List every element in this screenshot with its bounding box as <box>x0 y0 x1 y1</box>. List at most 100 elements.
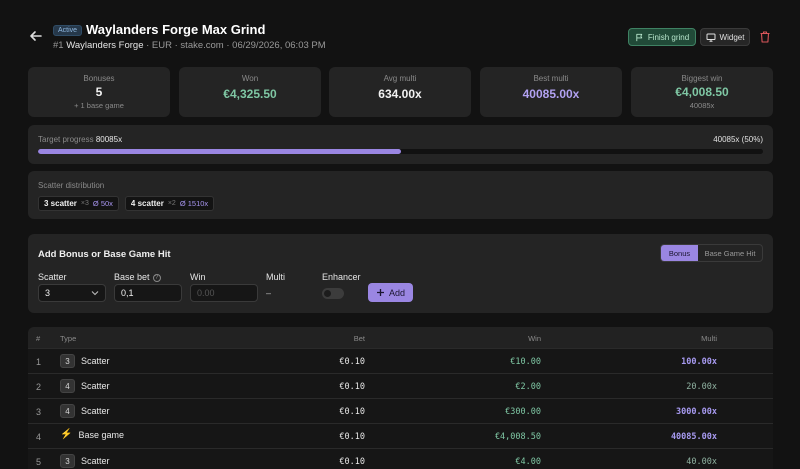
scatter-chip: 3 scatter ×3 Ø 50x <box>38 196 119 211</box>
stat-sub: + 1 base game <box>74 101 124 110</box>
widget-button[interactable]: Widget <box>700 28 750 46</box>
row-win: €2.00 <box>515 382 541 392</box>
enhancer-toggle[interactable] <box>322 288 344 299</box>
row-type-label: Scatter <box>81 406 110 416</box>
col-type: Type <box>60 334 77 343</box>
stat-won: Won €4,325.50 <box>179 67 321 117</box>
col-num: # <box>36 334 41 343</box>
back-arrow-icon[interactable] <box>28 28 44 44</box>
multi-field-label: Multi <box>266 272 286 282</box>
table-row[interactable]: 5 3 Scatter €0.10 €4.00 40.00x <box>28 448 773 469</box>
stat-bonuses: Bonuses 5 + 1 base game <box>28 67 170 117</box>
scatter-select-value: 3 <box>45 288 51 298</box>
stat-label: Avg multi <box>383 74 417 83</box>
chip-avg: Ø 1510x <box>179 199 209 208</box>
row-bet: €0.10 <box>339 407 365 417</box>
scatter-select[interactable]: 3 <box>38 284 106 302</box>
status-badge: Active <box>53 25 83 36</box>
progress-target: 80085x <box>95 135 123 144</box>
progress-value: 40085x (50%) <box>713 135 763 144</box>
page-subtitle: #1 Waylanders Forge · EUR · stake.com · … <box>53 40 326 51</box>
add-button-label: Add <box>388 287 405 298</box>
stat-label: Biggest win <box>681 74 723 83</box>
stat-label: Best multi <box>533 74 569 83</box>
progress-title: Target progress <box>38 135 94 144</box>
help-icon[interactable]: ? <box>152 274 161 282</box>
progress-fill <box>38 149 401 154</box>
col-bet: Bet <box>353 334 365 343</box>
scatter-chip: 4 scatter ×2 Ø 1510x <box>124 196 215 211</box>
row-bet: €0.10 <box>339 357 365 367</box>
stat-value: €4,325.50 <box>223 87 277 101</box>
row-num: 4 <box>36 432 42 442</box>
add-button[interactable]: Add <box>368 283 413 302</box>
plus-icon <box>376 289 384 296</box>
stat-label: Bonuses <box>83 74 115 83</box>
row-multi: 100.00x <box>681 357 717 367</box>
chip-name: 3 scatter <box>44 199 77 208</box>
row-multi: 40085.00x <box>670 432 717 442</box>
add-hit-panel: Add Bonus or Base Game Hit Bonus Base Ga… <box>28 234 773 313</box>
trash-icon[interactable] <box>758 30 772 44</box>
col-win: Win <box>528 334 541 343</box>
grind-id: #1 <box>53 40 64 51</box>
chip-avg: Ø 50x <box>92 199 113 208</box>
stat-value: 634.00x <box>378 87 422 101</box>
widget-label: Widget <box>719 32 745 42</box>
finish-grind-label: Finish grind <box>647 32 690 42</box>
finish-grind-button[interactable]: Finish grind <box>628 28 696 46</box>
hits-table: # Type Bet Win Multi 1 3 Scatter €0.10 €1… <box>28 327 773 469</box>
row-multi: 20.00x <box>686 382 717 392</box>
segment-base-game-hit[interactable]: Base Game Hit <box>704 248 756 258</box>
table-row[interactable]: 4 ⚡ Base game €0.10 €4,008.50 40085.00x <box>28 423 773 448</box>
stat-biggest-win: Biggest win €4,008.50 40085x <box>631 67 773 117</box>
base-bet-field-label: Base bet? <box>114 272 161 282</box>
game-name: Waylanders Forge <box>66 40 144 51</box>
row-type-label: Scatter <box>81 456 110 466</box>
stat-avg-multi: Avg multi 634.00x <box>329 67 471 117</box>
scatter-count-badge: 3 <box>60 454 75 468</box>
monitor-icon <box>706 33 716 42</box>
stat-best-multi: Best multi 40085.00x <box>480 67 622 117</box>
row-num: 2 <box>36 382 42 392</box>
row-win: €300.00 <box>505 407 541 417</box>
row-win: €10.00 <box>510 357 541 367</box>
row-bet: €0.10 <box>339 457 365 467</box>
row-type: 4 Scatter <box>60 404 110 418</box>
row-type: 3 Scatter <box>60 354 110 368</box>
win-field-label: Win <box>190 272 206 282</box>
table-row[interactable]: 2 4 Scatter €0.10 €2.00 20.00x <box>28 373 773 398</box>
flag-icon <box>636 33 643 41</box>
table-header: # Type Bet Win Multi <box>28 327 773 348</box>
chip-count: ×2 <box>167 200 176 207</box>
row-win: €4,008.50 <box>494 432 541 442</box>
stat-value: 5 <box>95 85 103 99</box>
segment-bonus[interactable]: Bonus <box>661 245 698 261</box>
add-hit-title: Add Bonus or Base Game Hit <box>38 249 171 260</box>
row-multi: 3000.00x <box>676 407 717 417</box>
row-win: €4.00 <box>515 457 541 467</box>
page-title: Waylanders Forge Max Grind <box>86 22 266 37</box>
row-num: 3 <box>36 407 42 417</box>
row-type: ⚡ Base game <box>60 429 124 440</box>
scatter-distribution-label: Scatter distribution <box>38 181 105 190</box>
col-multi: Multi <box>701 334 717 343</box>
stat-sub: 40085x <box>689 101 715 110</box>
row-type: 4 Scatter <box>60 379 110 393</box>
toggle-knob <box>324 290 331 297</box>
grind-meta: · EUR · stake.com · 06/29/2026, 06:03 PM <box>146 40 326 51</box>
row-type-label: Scatter <box>81 381 110 391</box>
base-bet-input[interactable] <box>114 284 182 302</box>
row-num: 1 <box>36 357 42 367</box>
base-bet-label-text: Base bet <box>114 272 150 282</box>
row-bet: €0.10 <box>339 382 365 392</box>
table-row[interactable]: 1 3 Scatter €0.10 €10.00 100.00x <box>28 348 773 373</box>
table-row[interactable]: 3 4 Scatter €0.10 €300.00 3000.00x <box>28 398 773 423</box>
target-progress-panel: Target progress 80085x 40085x (50%) <box>28 125 773 164</box>
progress-label: Target progress 80085x <box>38 135 122 144</box>
chip-count: ×3 <box>80 200 89 207</box>
row-type-label: Base game <box>78 429 124 440</box>
row-multi: 40.00x <box>686 457 717 467</box>
scatter-distribution-panel: Scatter distribution 3 scatter ×3 Ø 50x … <box>28 171 773 219</box>
win-input[interactable] <box>190 284 258 302</box>
